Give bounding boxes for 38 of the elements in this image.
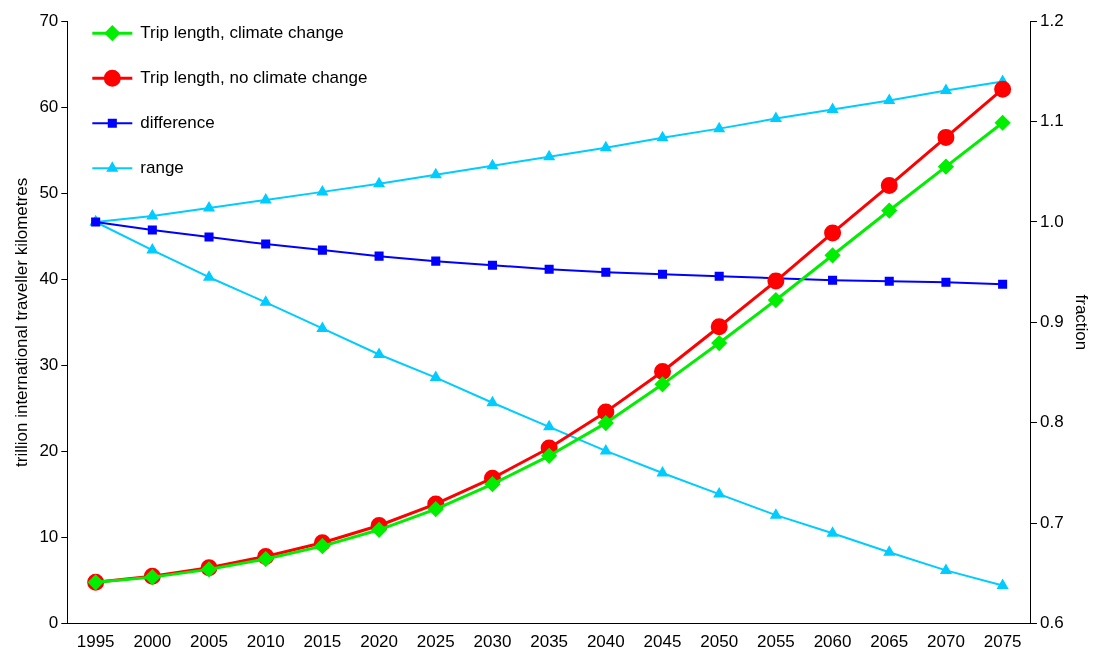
y-tick-label: 60 (39, 96, 59, 116)
y-tick-label: 20 (39, 441, 59, 461)
x-tick-label: 2030 (473, 632, 512, 652)
x-tick-label: 2010 (246, 632, 285, 652)
y2-tick-label: 0.7 (1039, 512, 1064, 532)
legend-label: difference (140, 112, 215, 132)
x-tick-label: 2050 (700, 632, 739, 652)
y2-axis-title: fraction (1072, 294, 1092, 351)
x-tick-label: 2040 (586, 632, 625, 652)
y2-tick-label: 1.2 (1039, 10, 1064, 30)
y2-tick-label: 1.0 (1039, 211, 1064, 231)
y-tick-label: 50 (39, 183, 59, 202)
y-tick-label: 70 (39, 10, 59, 30)
x-tick-label: 2035 (530, 632, 569, 652)
x-tick-label: 2055 (756, 632, 795, 652)
y2-tick-label: 0.8 (1039, 412, 1064, 432)
x-tick-label: 2060 (813, 632, 852, 652)
x-tick-label: 2015 (303, 632, 342, 652)
x-tick-label: 2000 (133, 632, 172, 652)
x-tick-label: 1995 (76, 632, 115, 652)
y2-tick-label: 0.9 (1039, 312, 1064, 332)
x-tick-label: 2075 (983, 632, 1022, 652)
x-tick-label: 2065 (870, 632, 909, 652)
y-tick-label: 40 (39, 269, 59, 289)
x-tick-label: 2045 (643, 632, 682, 652)
y2-tick-label: 1.1 (1039, 111, 1064, 131)
y-tick-label: 0 (48, 613, 59, 633)
legend-label: Trip length, climate change (140, 22, 344, 42)
x-tick-label: 2005 (190, 632, 228, 652)
y-tick-label: 10 (39, 527, 59, 547)
x-tick-label: 2025 (416, 632, 455, 652)
legend-label: Trip length, no climate change (140, 67, 368, 87)
x-tick-label: 2070 (927, 632, 965, 652)
y-axis-title: trillion international traveller kilometres (11, 177, 31, 467)
x-tick-label: 2020 (360, 632, 398, 652)
y-tick-label: 30 (39, 355, 59, 375)
y2-tick-label: 0.6 (1039, 613, 1064, 633)
legend-label: range (140, 157, 184, 177)
